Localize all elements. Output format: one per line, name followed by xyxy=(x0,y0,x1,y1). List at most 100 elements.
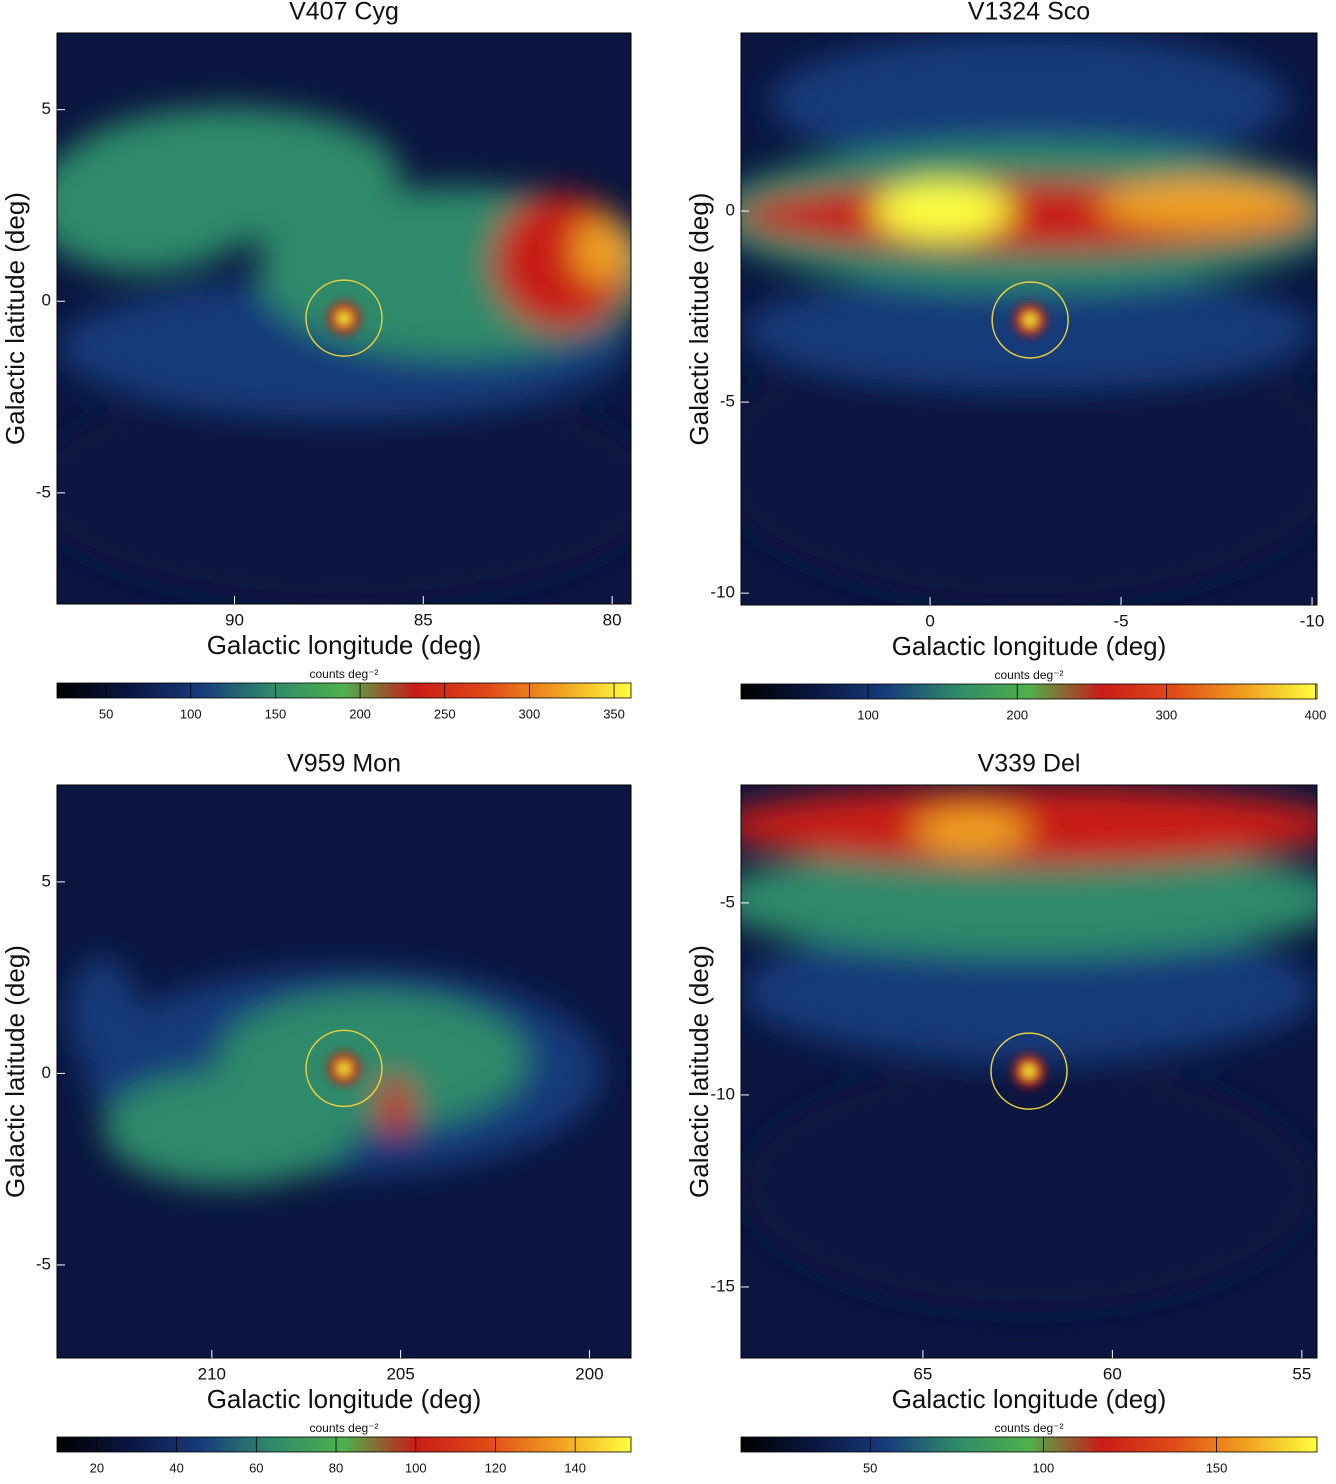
colorbar-tick-label: 80 xyxy=(329,1460,343,1475)
colorbar-tick-label: 350 xyxy=(603,706,625,721)
source-core xyxy=(1024,313,1037,326)
colorbar-tick-label: 50 xyxy=(863,1460,877,1475)
panel: V407 Cyg 90 85 80 -5 0 5 Galactic longitude (de… xyxy=(0,0,632,721)
x-tick-label: 85 xyxy=(414,610,433,629)
x-axis-label: Galactic longitude (deg) xyxy=(207,630,482,660)
colorbar-tick-label: 120 xyxy=(485,1460,507,1475)
emission xyxy=(573,215,631,285)
emission xyxy=(741,319,1317,605)
y-tick-label: -5 xyxy=(720,392,735,411)
y-tick-label: -5 xyxy=(720,892,735,911)
emission xyxy=(741,785,1317,866)
source-circle xyxy=(305,279,383,357)
colorbar-tick-label: 140 xyxy=(564,1460,586,1475)
colorbar-tick-label: 150 xyxy=(1206,1460,1228,1475)
y-axis-label: Galactic latitude (deg) xyxy=(684,193,714,446)
x-axis-label: Galactic longitude (deg) xyxy=(207,1384,482,1414)
y-axis-label: Galactic latitude (deg) xyxy=(684,945,714,1198)
emission xyxy=(913,807,1029,854)
colorbar-tick-label: 100 xyxy=(1033,1460,1055,1475)
x-tick-label: 80 xyxy=(603,610,622,629)
x-tick-label: 55 xyxy=(1292,1364,1311,1383)
emission xyxy=(741,842,1317,957)
colorbar-tick-label: 100 xyxy=(405,1460,427,1475)
colorbar-tick-label: 100 xyxy=(180,706,202,721)
panel-title: V339 Del xyxy=(978,750,1081,778)
emission xyxy=(57,107,402,245)
source-core xyxy=(338,312,350,325)
x-tick-label: 90 xyxy=(225,610,244,629)
panel-title: V1324 Sco xyxy=(968,0,1090,26)
colorbar xyxy=(56,1436,632,1453)
y-tick-label: 0 xyxy=(726,201,735,220)
colorbar-tick-label: 250 xyxy=(434,706,456,721)
plot-frame xyxy=(56,32,632,605)
colorbar-label: counts deg⁻² xyxy=(994,668,1063,682)
colorbar-label: counts deg⁻² xyxy=(309,1421,378,1435)
x-tick-label: -10 xyxy=(1300,611,1325,630)
x-axis-label: Galactic longitude (deg) xyxy=(892,631,1167,661)
source-core xyxy=(1023,1065,1035,1078)
colorbar-tick-label: 50 xyxy=(99,706,113,721)
y-tick-label: 0 xyxy=(42,291,51,310)
y-axis-label: Galactic latitude (deg) xyxy=(0,192,30,445)
y-tick-label: -10 xyxy=(710,1084,735,1103)
emission xyxy=(741,1060,1317,1313)
sky-map xyxy=(741,785,1317,1358)
y-tick-label: -5 xyxy=(36,1254,51,1273)
colorbar-tick-label: 100 xyxy=(857,707,879,722)
y-tick-label: -5 xyxy=(36,482,51,501)
emission xyxy=(769,33,1289,171)
sky-map xyxy=(57,33,631,604)
y-tick-label: 0 xyxy=(42,1063,51,1082)
emission xyxy=(57,375,631,604)
x-tick-label: 210 xyxy=(198,1364,226,1383)
source-circle xyxy=(991,281,1069,359)
colorbar-tick-label: 200 xyxy=(349,706,371,721)
colorbar-tick-label: 40 xyxy=(169,1460,183,1475)
source-circle xyxy=(305,1029,383,1108)
colorbar-tick-label: 300 xyxy=(1156,707,1178,722)
x-tick-label: 200 xyxy=(575,1364,603,1383)
sky-map xyxy=(57,785,631,1358)
y-tick-label: -15 xyxy=(710,1276,735,1295)
colorbar-tick-label: 200 xyxy=(1006,707,1028,722)
source-circle xyxy=(990,1032,1068,1110)
plot-frame xyxy=(56,784,632,1359)
panel: V339 Del 65 60 55 -15 -10 -5 Galactic longitude… xyxy=(684,750,1318,1475)
colorbar xyxy=(740,683,1318,700)
colorbar-tick-label: 300 xyxy=(519,706,541,721)
y-tick-label: 5 xyxy=(42,99,51,118)
colorbar xyxy=(740,1436,1318,1453)
panel-title: V959 Mon xyxy=(287,750,401,778)
colorbar-label: counts deg⁻² xyxy=(994,1421,1063,1435)
emission xyxy=(102,1071,356,1187)
panel: V959 Mon 210 205 200 -5 0 5 Galactic longitude … xyxy=(0,750,632,1475)
emission xyxy=(378,1077,413,1135)
x-tick-label: 65 xyxy=(913,1364,932,1383)
source-core xyxy=(338,1062,350,1075)
colorbar-tick-label: 400 xyxy=(1305,707,1327,722)
x-tick-label: 60 xyxy=(1103,1364,1122,1383)
panel-title: V407 Cyg xyxy=(289,0,399,26)
colorbar-tick-label: 150 xyxy=(265,706,287,721)
y-tick-label: -10 xyxy=(710,583,735,602)
colorbar-tick-label: 60 xyxy=(249,1460,263,1475)
emission xyxy=(68,956,138,1072)
emission xyxy=(741,922,1317,1061)
colorbar-tick-label: 20 xyxy=(90,1460,104,1475)
x-tick-label: 0 xyxy=(925,611,934,630)
x-tick-label: -5 xyxy=(1113,611,1128,630)
emission xyxy=(873,181,1012,239)
x-axis-label: Galactic longitude (deg) xyxy=(892,1384,1167,1414)
y-axis-label: Galactic latitude (deg) xyxy=(0,945,30,1198)
sky-map xyxy=(741,33,1317,605)
colorbar-label: counts deg⁻² xyxy=(309,667,378,681)
colorbar xyxy=(56,682,632,699)
plot-frame xyxy=(740,784,1318,1359)
plot-frame xyxy=(740,32,1318,606)
y-tick-label: 5 xyxy=(42,871,51,890)
x-tick-label: 205 xyxy=(386,1364,414,1383)
